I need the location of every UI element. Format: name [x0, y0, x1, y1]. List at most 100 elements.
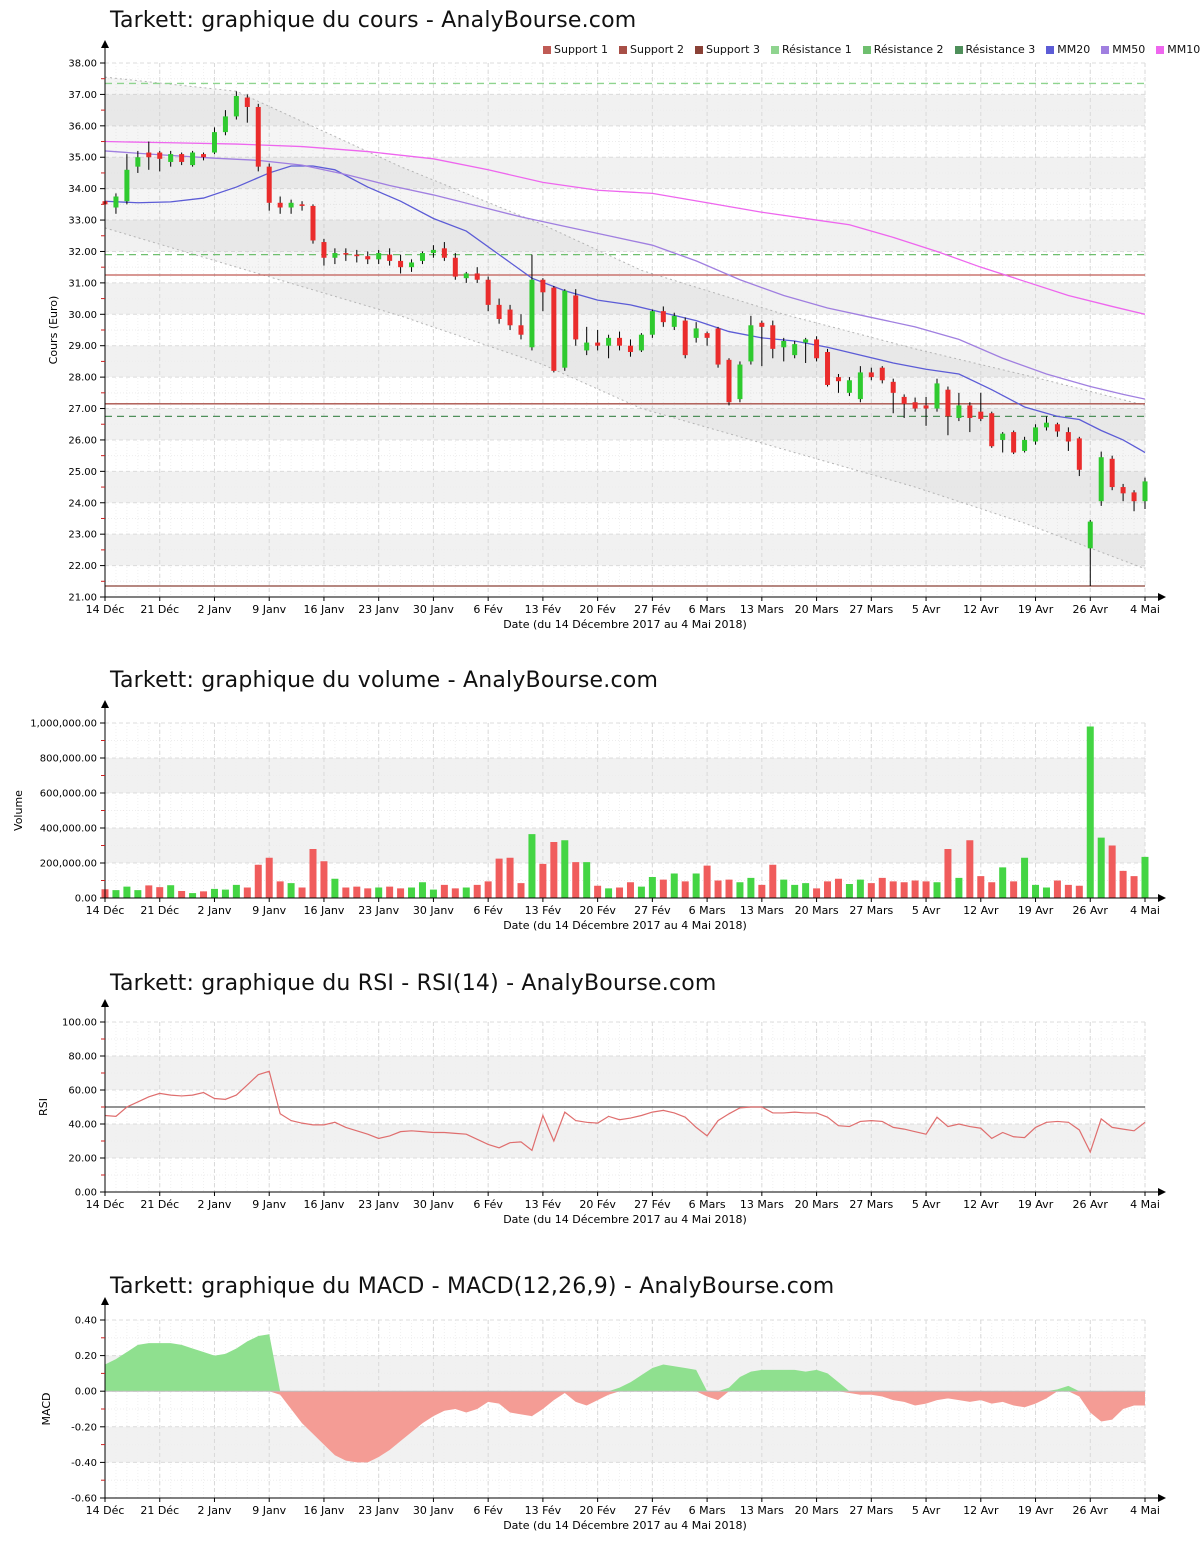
svg-text:27 Mars: 27 Mars: [849, 1504, 893, 1517]
svg-text:6 Mars: 6 Mars: [689, 1198, 726, 1211]
svg-text:5 Avr: 5 Avr: [912, 1504, 941, 1517]
svg-text:13 Mars: 13 Mars: [740, 1198, 784, 1211]
svg-text:Date (du 14 Décembre 2017 au 4: Date (du 14 Décembre 2017 au 4 Mai 2018): [503, 1213, 747, 1226]
svg-text:600,000.00: 600,000.00: [40, 789, 97, 800]
svg-text:26 Avr: 26 Avr: [1073, 603, 1109, 616]
svg-text:RSI: RSI: [37, 1098, 50, 1116]
svg-text:22.00: 22.00: [68, 561, 97, 572]
svg-text:21.00: 21.00: [68, 593, 97, 604]
legend-item-6: MM20: [1046, 43, 1090, 56]
price-chart-legend: Support 1 Support 2 Support 3 Résistance 1 R…: [543, 43, 1200, 56]
svg-text:100.00: 100.00: [62, 1018, 97, 1029]
svg-text:23 Janv: 23 Janv: [358, 1504, 399, 1517]
svg-text:12 Avr: 12 Avr: [963, 1198, 999, 1211]
svg-text:40.00: 40.00: [68, 1120, 97, 1131]
svg-text:37.00: 37.00: [68, 90, 97, 101]
svg-text:16 Janv: 16 Janv: [303, 1504, 344, 1517]
svg-text:26 Avr: 26 Avr: [1073, 904, 1109, 917]
svg-text:0.00: 0.00: [75, 1387, 97, 1398]
svg-text:12 Avr: 12 Avr: [963, 1504, 999, 1517]
svg-text:Date (du 14 Décembre 2017 au 4: Date (du 14 Décembre 2017 au 4 Mai 2018): [503, 1519, 747, 1532]
svg-text:21 Déc: 21 Déc: [140, 603, 179, 616]
legend-swatch-icon: [1101, 45, 1110, 54]
svg-text:200,000.00: 200,000.00: [40, 859, 97, 870]
svg-text:16 Janv: 16 Janv: [303, 603, 344, 616]
svg-text:6 Fév: 6 Fév: [473, 1198, 503, 1211]
legend-item-5: Résistance 3: [954, 43, 1035, 56]
svg-text:14 Déc: 14 Déc: [86, 603, 125, 616]
svg-text:6 Mars: 6 Mars: [689, 603, 726, 616]
svg-text:60.00: 60.00: [68, 1086, 97, 1097]
volume-chart-title: Tarkett: graphique du volume - AnalyBour…: [110, 668, 659, 693]
svg-text:0.00: 0.00: [75, 894, 97, 905]
svg-text:30 Janv: 30 Janv: [413, 904, 454, 917]
svg-text:26.00: 26.00: [68, 435, 97, 446]
svg-text:5 Avr: 5 Avr: [912, 603, 941, 616]
svg-text:30 Janv: 30 Janv: [413, 1504, 454, 1517]
svg-text:27 Mars: 27 Mars: [849, 1198, 893, 1211]
svg-text:14 Déc: 14 Déc: [86, 1198, 125, 1211]
legend-swatch-icon: [1156, 45, 1165, 54]
svg-text:23.00: 23.00: [68, 530, 97, 541]
legend-swatch-icon: [862, 45, 871, 54]
svg-text:9 Janv: 9 Janv: [252, 1504, 286, 1517]
svg-text:4 Mai: 4 Mai: [1130, 1198, 1160, 1211]
svg-text:25.00: 25.00: [68, 467, 97, 478]
svg-text:1,000,000.00: 1,000,000.00: [30, 719, 97, 730]
svg-text:9 Janv: 9 Janv: [252, 904, 286, 917]
legend-item-1: Support 2: [618, 43, 684, 56]
svg-text:20 Mars: 20 Mars: [795, 1504, 839, 1517]
svg-text:12 Avr: 12 Avr: [963, 603, 999, 616]
svg-text:30 Janv: 30 Janv: [413, 603, 454, 616]
svg-text:27 Fév: 27 Fév: [634, 904, 671, 917]
svg-text:23 Janv: 23 Janv: [358, 1198, 399, 1211]
svg-text:24.00: 24.00: [68, 498, 97, 509]
svg-text:2 Janv: 2 Janv: [197, 1198, 231, 1211]
legend-item-3: Résistance 1: [770, 43, 852, 56]
svg-text:21 Déc: 21 Déc: [140, 1504, 179, 1517]
svg-text:13 Fév: 13 Fév: [525, 904, 562, 917]
svg-text:26 Avr: 26 Avr: [1073, 1198, 1109, 1211]
price-chart-title: Tarkett: graphique du cours - AnalyBours…: [110, 8, 637, 33]
svg-text:36.00: 36.00: [68, 121, 97, 132]
svg-text:2 Janv: 2 Janv: [197, 904, 231, 917]
svg-text:0.40: 0.40: [75, 1316, 97, 1327]
svg-text:0.20: 0.20: [75, 1351, 97, 1362]
svg-text:-0.20: -0.20: [71, 1422, 97, 1433]
svg-text:Date (du 14 Décembre 2017 au 4: Date (du 14 Décembre 2017 au 4 Mai 2018): [503, 919, 747, 932]
svg-text:400,000.00: 400,000.00: [40, 824, 97, 835]
svg-text:27.00: 27.00: [68, 404, 97, 415]
legend-item-8: MM100: [1156, 43, 1200, 56]
svg-text:20 Fév: 20 Fév: [579, 1504, 616, 1517]
svg-text:20 Mars: 20 Mars: [795, 904, 839, 917]
svg-text:6 Fév: 6 Fév: [473, 904, 503, 917]
svg-text:13 Mars: 13 Mars: [740, 603, 784, 616]
svg-text:13 Fév: 13 Fév: [525, 603, 562, 616]
svg-text:29.00: 29.00: [68, 341, 97, 352]
svg-text:27 Fév: 27 Fév: [634, 1504, 671, 1517]
svg-text:27 Fév: 27 Fév: [634, 603, 671, 616]
svg-text:19 Avr: 19 Avr: [1018, 603, 1054, 616]
svg-text:-0.60: -0.60: [71, 1494, 97, 1505]
legend-item-2: Support 3: [694, 43, 760, 56]
svg-text:16 Janv: 16 Janv: [303, 904, 344, 917]
macd-chart-title: Tarkett: graphique du MACD - MACD(12,26,…: [110, 1274, 835, 1299]
svg-text:19 Avr: 19 Avr: [1018, 904, 1054, 917]
svg-text:34.00: 34.00: [68, 184, 97, 195]
svg-text:14 Déc: 14 Déc: [86, 904, 125, 917]
legend-swatch-icon: [1046, 45, 1055, 54]
svg-text:27 Mars: 27 Mars: [849, 603, 893, 616]
svg-text:13 Mars: 13 Mars: [740, 904, 784, 917]
svg-text:6 Fév: 6 Fév: [473, 1504, 503, 1517]
svg-text:800,000.00: 800,000.00: [40, 754, 97, 765]
svg-text:13 Fév: 13 Fév: [525, 1504, 562, 1517]
rsi-chart-title: Tarkett: graphique du RSI - RSI(14) - An…: [110, 971, 717, 996]
svg-text:21 Déc: 21 Déc: [140, 1198, 179, 1211]
svg-text:13 Fév: 13 Fév: [525, 1198, 562, 1211]
svg-text:19 Avr: 19 Avr: [1018, 1504, 1054, 1517]
svg-text:Date (du 14 Décembre 2017 au 4: Date (du 14 Décembre 2017 au 4 Mai 2018): [503, 618, 747, 631]
svg-text:20 Mars: 20 Mars: [795, 1198, 839, 1211]
svg-text:19 Avr: 19 Avr: [1018, 1198, 1054, 1211]
svg-text:12 Avr: 12 Avr: [963, 904, 999, 917]
svg-text:20.00: 20.00: [68, 1154, 97, 1165]
